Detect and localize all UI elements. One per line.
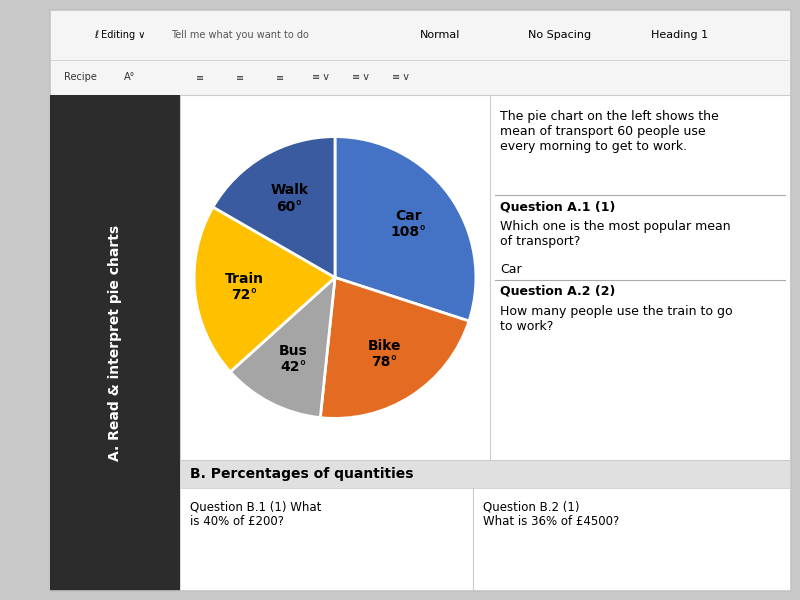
Bar (180, 95, 790, 460)
Text: Heading 1: Heading 1 (651, 30, 709, 40)
Text: Which one is the most popular mean
of transport?: Which one is the most popular mean of tr… (500, 220, 730, 248)
Wedge shape (335, 137, 476, 321)
Text: B. Percentages of quantities: B. Percentages of quantities (190, 467, 414, 481)
Bar (50, 60, 790, 95)
Text: Question A.1 (1): Question A.1 (1) (500, 200, 615, 213)
Text: ≡: ≡ (196, 73, 204, 82)
Text: How many people use the train to go
to work?: How many people use the train to go to w… (500, 305, 733, 333)
Text: ≡ v: ≡ v (351, 73, 369, 82)
Text: Tell me what you want to do: Tell me what you want to do (171, 30, 309, 40)
Wedge shape (230, 278, 335, 418)
Wedge shape (213, 137, 335, 278)
Text: ≡ v: ≡ v (391, 73, 409, 82)
Text: The pie chart on the left shows the
mean of transport 60 people use
every mornin: The pie chart on the left shows the mean… (500, 110, 718, 153)
Text: ≡: ≡ (276, 73, 284, 82)
Wedge shape (320, 278, 469, 418)
Text: ℓ Editing ∨: ℓ Editing ∨ (94, 30, 146, 40)
Text: Question B.1 (1) What
is 40% of £200?: Question B.1 (1) What is 40% of £200? (190, 500, 322, 528)
Text: ≡: ≡ (236, 73, 244, 82)
Bar (50, 95, 180, 590)
Bar (180, 460, 790, 488)
Bar (50, 10, 790, 60)
Text: Bus
42°: Bus 42° (279, 344, 308, 374)
Text: ≡ v: ≡ v (311, 73, 329, 82)
Text: Bike
78°: Bike 78° (368, 339, 402, 369)
Text: Question B.2 (1)
What is 36% of £4500?: Question B.2 (1) What is 36% of £4500? (483, 500, 619, 528)
Text: A°: A° (124, 73, 136, 82)
Text: A. Read & interpret pie charts: A. Read & interpret pie charts (108, 224, 122, 461)
Text: Car
108°: Car 108° (390, 209, 427, 239)
Text: Walk
60°: Walk 60° (270, 184, 309, 214)
Text: Recipe: Recipe (63, 73, 97, 82)
Text: No Spacing: No Spacing (529, 30, 591, 40)
Bar (180, 460, 790, 590)
Text: Normal: Normal (420, 30, 460, 40)
Wedge shape (194, 207, 335, 372)
Text: Train
72°: Train 72° (225, 272, 264, 302)
Bar (180, 95, 790, 460)
Text: Question A.2 (2): Question A.2 (2) (500, 285, 615, 298)
Text: Car: Car (500, 263, 522, 276)
